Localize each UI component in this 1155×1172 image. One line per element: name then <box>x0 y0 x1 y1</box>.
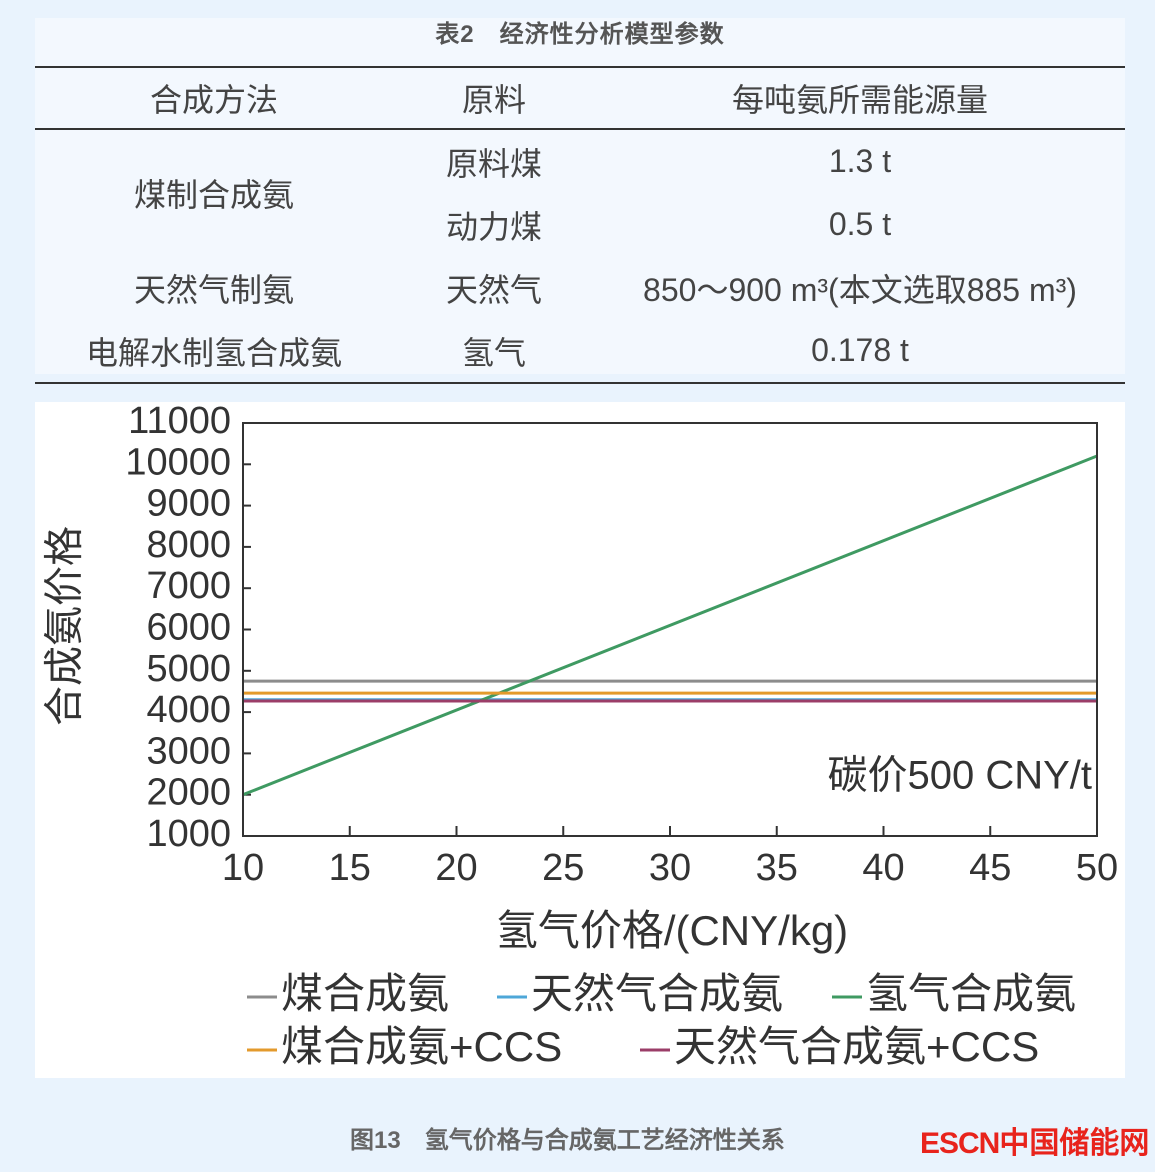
legend-label: 煤合成氨+CCS <box>281 1023 562 1070</box>
header-cell: 合成方法 <box>149 82 278 118</box>
table-section: 表2 经济性分析模型参数 合成方法 原料 每吨氨所需能源量 煤制合成氨 原料煤 … <box>35 18 1125 383</box>
logo-name: 中国储能网 <box>999 1127 1150 1160</box>
y-tick-label: 11000 <box>128 402 231 442</box>
x-axis-label: 氢气价格/(CNY/kg) <box>496 907 848 954</box>
annotation: 碳价500 CNY/t <box>827 754 1092 798</box>
x-tick-label: 15 <box>329 847 371 889</box>
x-tick-label: 50 <box>1076 847 1118 889</box>
y-tick-label: 2000 <box>146 772 231 814</box>
cell: 1.3 t <box>828 143 892 179</box>
legend-label: 氢气合成氨 <box>866 970 1076 1017</box>
y-tick-label: 4000 <box>146 689 231 731</box>
x-tick-label: 35 <box>756 847 798 889</box>
y-tick-label: 9000 <box>146 483 231 525</box>
table: 合成方法 原料 每吨氨所需能源量 煤制合成氨 原料煤 1.3 t 动力煤 0.5… <box>35 66 1125 384</box>
legend-label: 天然气合成氨 <box>531 970 783 1017</box>
y-axis-label: 合成氨价格 <box>43 526 87 726</box>
cell: 氢气 <box>461 334 526 371</box>
x-tick-label: 20 <box>435 847 477 889</box>
figure-caption: 图13 氢气价格与合成氨工艺经济性关系 <box>350 1127 785 1154</box>
y-tick-label: 6000 <box>146 607 231 649</box>
cell: 天然气 <box>445 271 542 308</box>
y-tick-label: 7000 <box>146 565 231 607</box>
cell: 电解水制氢合成氨 <box>85 334 342 371</box>
header-cell: 每吨氨所需能源量 <box>731 82 988 118</box>
chart: 碳价500 CNY/t 氢气价格/(CNY/kg) 合成氨价格 10002000… <box>43 400 1119 1070</box>
chart-section: 碳价500 CNY/t 氢气价格/(CNY/kg) 合成氨价格 1000 2000… <box>35 400 1125 1078</box>
x-tick-label: 10 <box>222 847 264 889</box>
cell: 天然气制氨 <box>133 271 294 308</box>
cell: 0.178 t <box>811 332 909 368</box>
x-tick-label: 30 <box>649 847 691 889</box>
legend-label: 煤合成氨 <box>281 970 449 1017</box>
cell: 0.5 t <box>828 206 892 242</box>
y-tick-label: 10000 <box>125 441 231 483</box>
y-tick-label: 8000 <box>146 524 231 566</box>
y-tick-label: 1000 <box>146 813 231 855</box>
cell: 850～900 m³(本文选取885 m³) <box>643 271 1077 308</box>
x-tick-label: 25 <box>542 847 584 889</box>
x-tick-label: 40 <box>862 847 904 889</box>
cell: 动力煤 <box>445 208 542 245</box>
x-tick-label: 45 <box>969 847 1011 889</box>
cell: 煤制合成氨 <box>133 177 294 213</box>
header-cell: 原料 <box>461 82 526 118</box>
y-tick-label: 3000 <box>146 730 231 772</box>
y-tick-label: 5000 <box>146 648 231 690</box>
logo: ESCN中国储能网 <box>920 1118 1149 1162</box>
legend-label: 天然气合成氨+CCS <box>674 1023 1039 1070</box>
plot-frame <box>242 422 1098 837</box>
cell: 原料煤 <box>445 145 542 182</box>
series-line <box>242 454 1098 797</box>
logo-brand: ESCN <box>920 1127 1000 1160</box>
table-caption: 表2 经济性分析模型参数 <box>435 21 725 48</box>
